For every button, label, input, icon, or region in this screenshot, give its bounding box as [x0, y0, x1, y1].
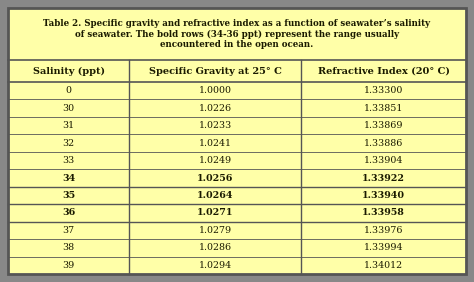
Text: 1.33976: 1.33976: [364, 226, 403, 235]
Text: 1.0249: 1.0249: [199, 156, 232, 165]
Text: 1.0256: 1.0256: [197, 173, 233, 182]
Text: 1.0294: 1.0294: [199, 261, 232, 270]
Text: 32: 32: [63, 138, 75, 147]
Text: 37: 37: [63, 226, 75, 235]
Text: 1.0233: 1.0233: [199, 121, 232, 130]
Text: 39: 39: [63, 261, 75, 270]
Text: Table 2. Specific gravity and refractive index as a function of seawater’s salin: Table 2. Specific gravity and refractive…: [44, 19, 430, 49]
Text: 1.33886: 1.33886: [364, 138, 403, 147]
Text: 33: 33: [63, 156, 75, 165]
Text: Refractive Index (20° C): Refractive Index (20° C): [318, 67, 449, 76]
Text: 35: 35: [62, 191, 75, 200]
Text: 1.34012: 1.34012: [364, 261, 403, 270]
Text: 1.0279: 1.0279: [199, 226, 232, 235]
Text: Specific Gravity at 25° C: Specific Gravity at 25° C: [149, 67, 282, 76]
Text: 1.0264: 1.0264: [197, 191, 234, 200]
Text: 1.33940: 1.33940: [362, 191, 405, 200]
Text: 1.33958: 1.33958: [362, 208, 405, 217]
Text: 38: 38: [63, 243, 75, 252]
Text: 1.33994: 1.33994: [364, 243, 403, 252]
Text: 1.33851: 1.33851: [364, 104, 403, 113]
Text: 1.0226: 1.0226: [199, 104, 232, 113]
Text: 1.0241: 1.0241: [199, 138, 232, 147]
Text: 1.33300: 1.33300: [364, 86, 403, 95]
Text: 30: 30: [63, 104, 75, 113]
Text: 31: 31: [63, 121, 75, 130]
Text: 34: 34: [62, 173, 75, 182]
Text: 1.0271: 1.0271: [197, 208, 234, 217]
Text: 1.33922: 1.33922: [362, 173, 405, 182]
Text: 1.0000: 1.0000: [199, 86, 232, 95]
Text: Salinity (ppt): Salinity (ppt): [33, 67, 105, 76]
Text: 1.0286: 1.0286: [199, 243, 232, 252]
Text: 0: 0: [66, 86, 72, 95]
Text: 1.33904: 1.33904: [364, 156, 403, 165]
Text: 36: 36: [62, 208, 75, 217]
Text: 1.33869: 1.33869: [364, 121, 403, 130]
